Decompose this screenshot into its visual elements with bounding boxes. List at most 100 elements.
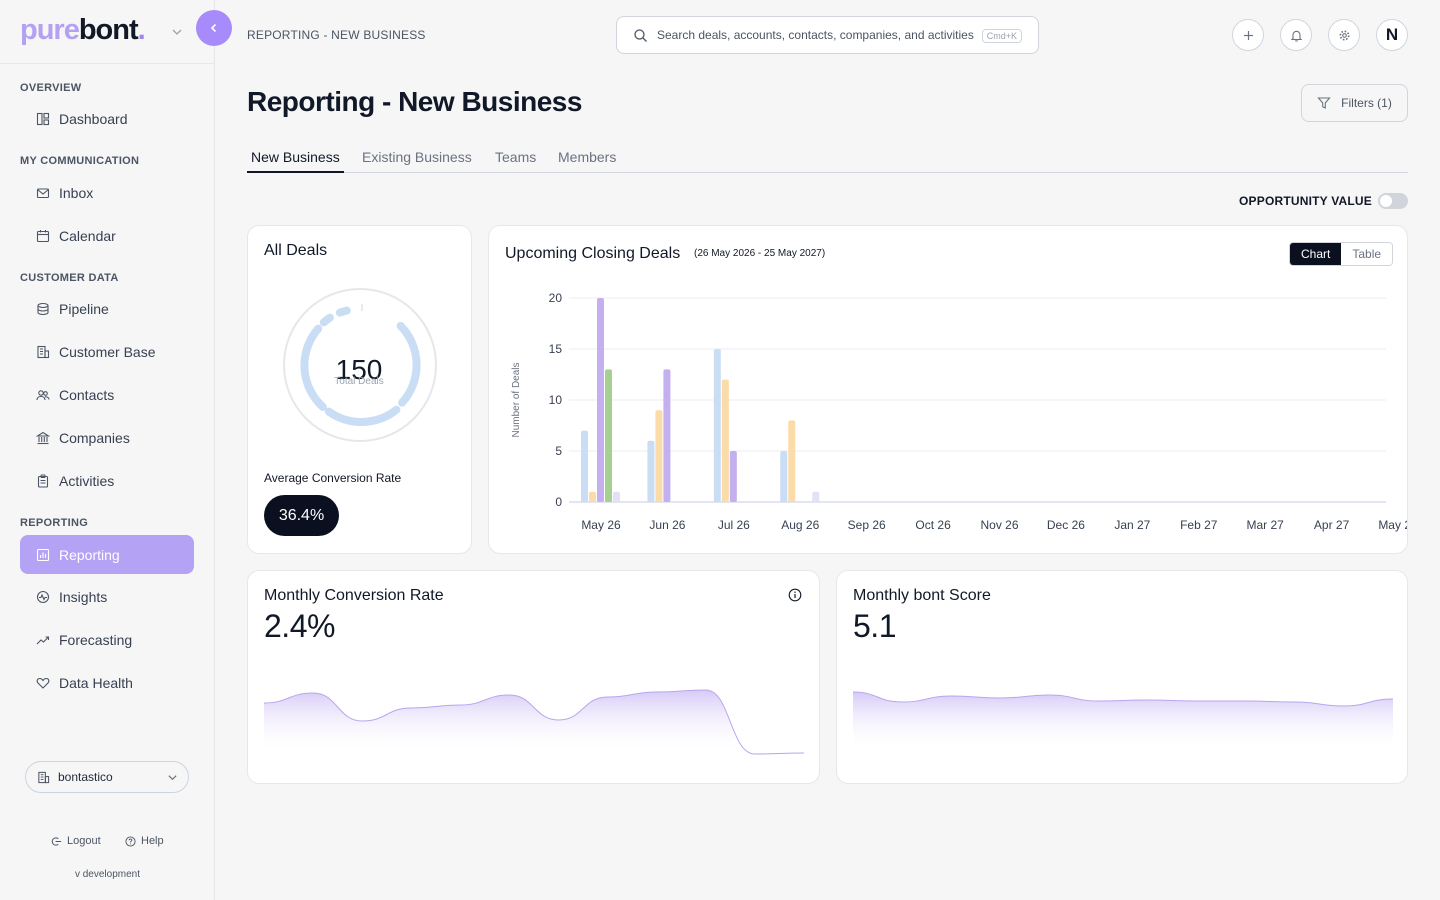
bar[interactable] <box>613 491 620 502</box>
sidebar-item-dashboard[interactable]: Dashboard <box>20 99 194 138</box>
building-icon <box>37 345 50 358</box>
monthly-score-value: 5.1 <box>853 608 896 644</box>
sparkline-line <box>264 689 804 755</box>
chart-view-button[interactable]: Chart <box>1290 243 1342 265</box>
sidebar-item-label: Contacts <box>59 386 115 403</box>
date-range-label: (26 May 2026 - 25 May 2027) <box>694 248 826 259</box>
database-icon <box>37 302 49 315</box>
donut-segment-4 <box>319 313 334 327</box>
sidebar-item-forecasting[interactable]: Forecasting <box>20 620 194 659</box>
closing-deals-bar-chart: 0 5 10 15 20 Number of Deals May 26 Jun 26 Jul 2… <box>511 291 1407 532</box>
help-link[interactable]: Help <box>125 835 164 847</box>
collapse-sidebar-button[interactable] <box>196 10 232 46</box>
opportunity-value-label: OPPORTUNITY VALUE <box>1239 194 1372 208</box>
opportunity-value-toggle[interactable] <box>1378 193 1408 209</box>
sparkline-area <box>264 690 804 754</box>
avatar[interactable]: N <box>1376 19 1408 51</box>
bar[interactable] <box>721 379 729 502</box>
help-icon <box>125 835 136 847</box>
chevron-down-icon <box>168 775 177 781</box>
bar[interactable] <box>713 349 721 502</box>
sidebar-item-label: Data Health <box>59 674 133 691</box>
sidebar-item-label: Customer Base <box>59 343 156 360</box>
table-view-button[interactable]: Table <box>1341 243 1393 265</box>
monthly-score-sparkline <box>853 691 1393 751</box>
monthly-conversion-sparkline <box>264 689 804 755</box>
settings-button[interactable] <box>1328 19 1360 51</box>
users-icon <box>36 389 50 400</box>
sidebar-item-companies[interactable]: Companies <box>20 418 194 457</box>
bar[interactable] <box>663 369 671 502</box>
sidebar-item-label: Reporting <box>59 546 120 563</box>
chevron-left-icon <box>210 23 217 33</box>
search-shortcut-badge: Cmd+K <box>981 29 1022 43</box>
x-tick-label: Jun 26 <box>649 518 685 532</box>
help-label: Help <box>141 835 164 847</box>
y-axis-label: Number of Deals <box>511 362 522 437</box>
chevron-down-icon[interactable] <box>171 26 183 38</box>
y-tick-label: 15 <box>549 342 563 356</box>
monthly-conversion-title: Monthly Conversion Rate <box>264 587 444 604</box>
filters-button[interactable]: Filters (1) <box>1301 84 1408 122</box>
donut-segment-2 <box>324 405 401 426</box>
sidebar-item-label: Pipeline <box>59 300 109 317</box>
building-icon <box>38 771 50 783</box>
breadcrumb: REPORTING - NEW BUSINESS <box>247 28 426 42</box>
activity-icon <box>36 590 50 603</box>
add-button[interactable] <box>1232 19 1264 51</box>
sparkline-line <box>853 691 1393 707</box>
sidebar-item-data-health[interactable]: Data Health <box>20 663 194 702</box>
total-deals-label: Total Deals <box>334 376 384 387</box>
tab-existing-business[interactable]: Existing Business <box>362 149 472 165</box>
mail-icon <box>36 187 50 198</box>
calendar-icon <box>36 229 50 242</box>
logo[interactable]: purebont. <box>20 14 146 46</box>
bell-icon <box>1290 30 1302 42</box>
notifications-button[interactable] <box>1280 19 1312 51</box>
sidebar-item-label: Activities <box>59 472 115 489</box>
avg-conversion-value: 36.4% <box>264 495 339 536</box>
section-my-communication: MY COMMUNICATION <box>20 155 140 167</box>
gear-icon <box>1339 30 1349 40</box>
bar[interactable] <box>729 451 737 502</box>
sidebar-item-pipeline[interactable]: Pipeline <box>20 289 194 328</box>
all-deals-card: All Deals 150 Total Deals Average Conver… <box>247 225 472 554</box>
sidebar-item-insights[interactable]: Insights <box>20 577 194 616</box>
bar[interactable] <box>589 491 596 502</box>
x-tick-label: Mar 27 <box>1246 518 1284 532</box>
sidebar-item-activities[interactable]: Activities <box>20 461 194 500</box>
bar[interactable] <box>812 491 820 502</box>
brand-header: purebont. <box>0 0 214 64</box>
sidebar-item-calendar[interactable]: Calendar <box>20 216 194 255</box>
sidebar-item-customer-base[interactable]: Customer Base <box>20 332 194 371</box>
version-label: v development <box>74 869 141 880</box>
dashboard-icon <box>36 112 50 125</box>
tab-members[interactable]: Members <box>558 149 617 165</box>
tab-new-business[interactable]: New Business <box>247 149 344 173</box>
sidebar-item-inbox[interactable]: Inbox <box>20 173 194 212</box>
heart-icon <box>36 677 50 689</box>
bar[interactable] <box>597 298 604 502</box>
info-icon[interactable] <box>788 588 802 602</box>
bar[interactable] <box>647 440 655 502</box>
clipboard-icon <box>37 474 49 488</box>
bar[interactable] <box>780 451 788 502</box>
workspace-selector[interactable]: bontastico <box>25 761 189 793</box>
sidebar-item-contacts[interactable]: Contacts <box>20 375 194 414</box>
bar[interactable] <box>605 369 612 502</box>
logout-link[interactable]: Logout <box>51 835 101 847</box>
search-input[interactable] <box>657 28 977 42</box>
search-bar[interactable]: Cmd+K <box>616 16 1039 54</box>
x-tick-label: May 27 <box>1378 518 1407 532</box>
all-deals-title: All Deals <box>264 242 328 259</box>
x-tick-label: Nov 26 <box>980 518 1018 532</box>
tab-teams[interactable]: Teams <box>495 149 537 165</box>
x-tick-label: Jul 26 <box>718 518 750 532</box>
sidebar-item-reporting[interactable]: Reporting <box>20 535 194 574</box>
logout-label: Logout <box>67 835 101 847</box>
bar[interactable] <box>788 420 796 502</box>
bar[interactable] <box>581 430 588 502</box>
filter-icon <box>1317 97 1331 109</box>
donut-segment-5 <box>335 306 351 317</box>
bar[interactable] <box>655 410 663 502</box>
